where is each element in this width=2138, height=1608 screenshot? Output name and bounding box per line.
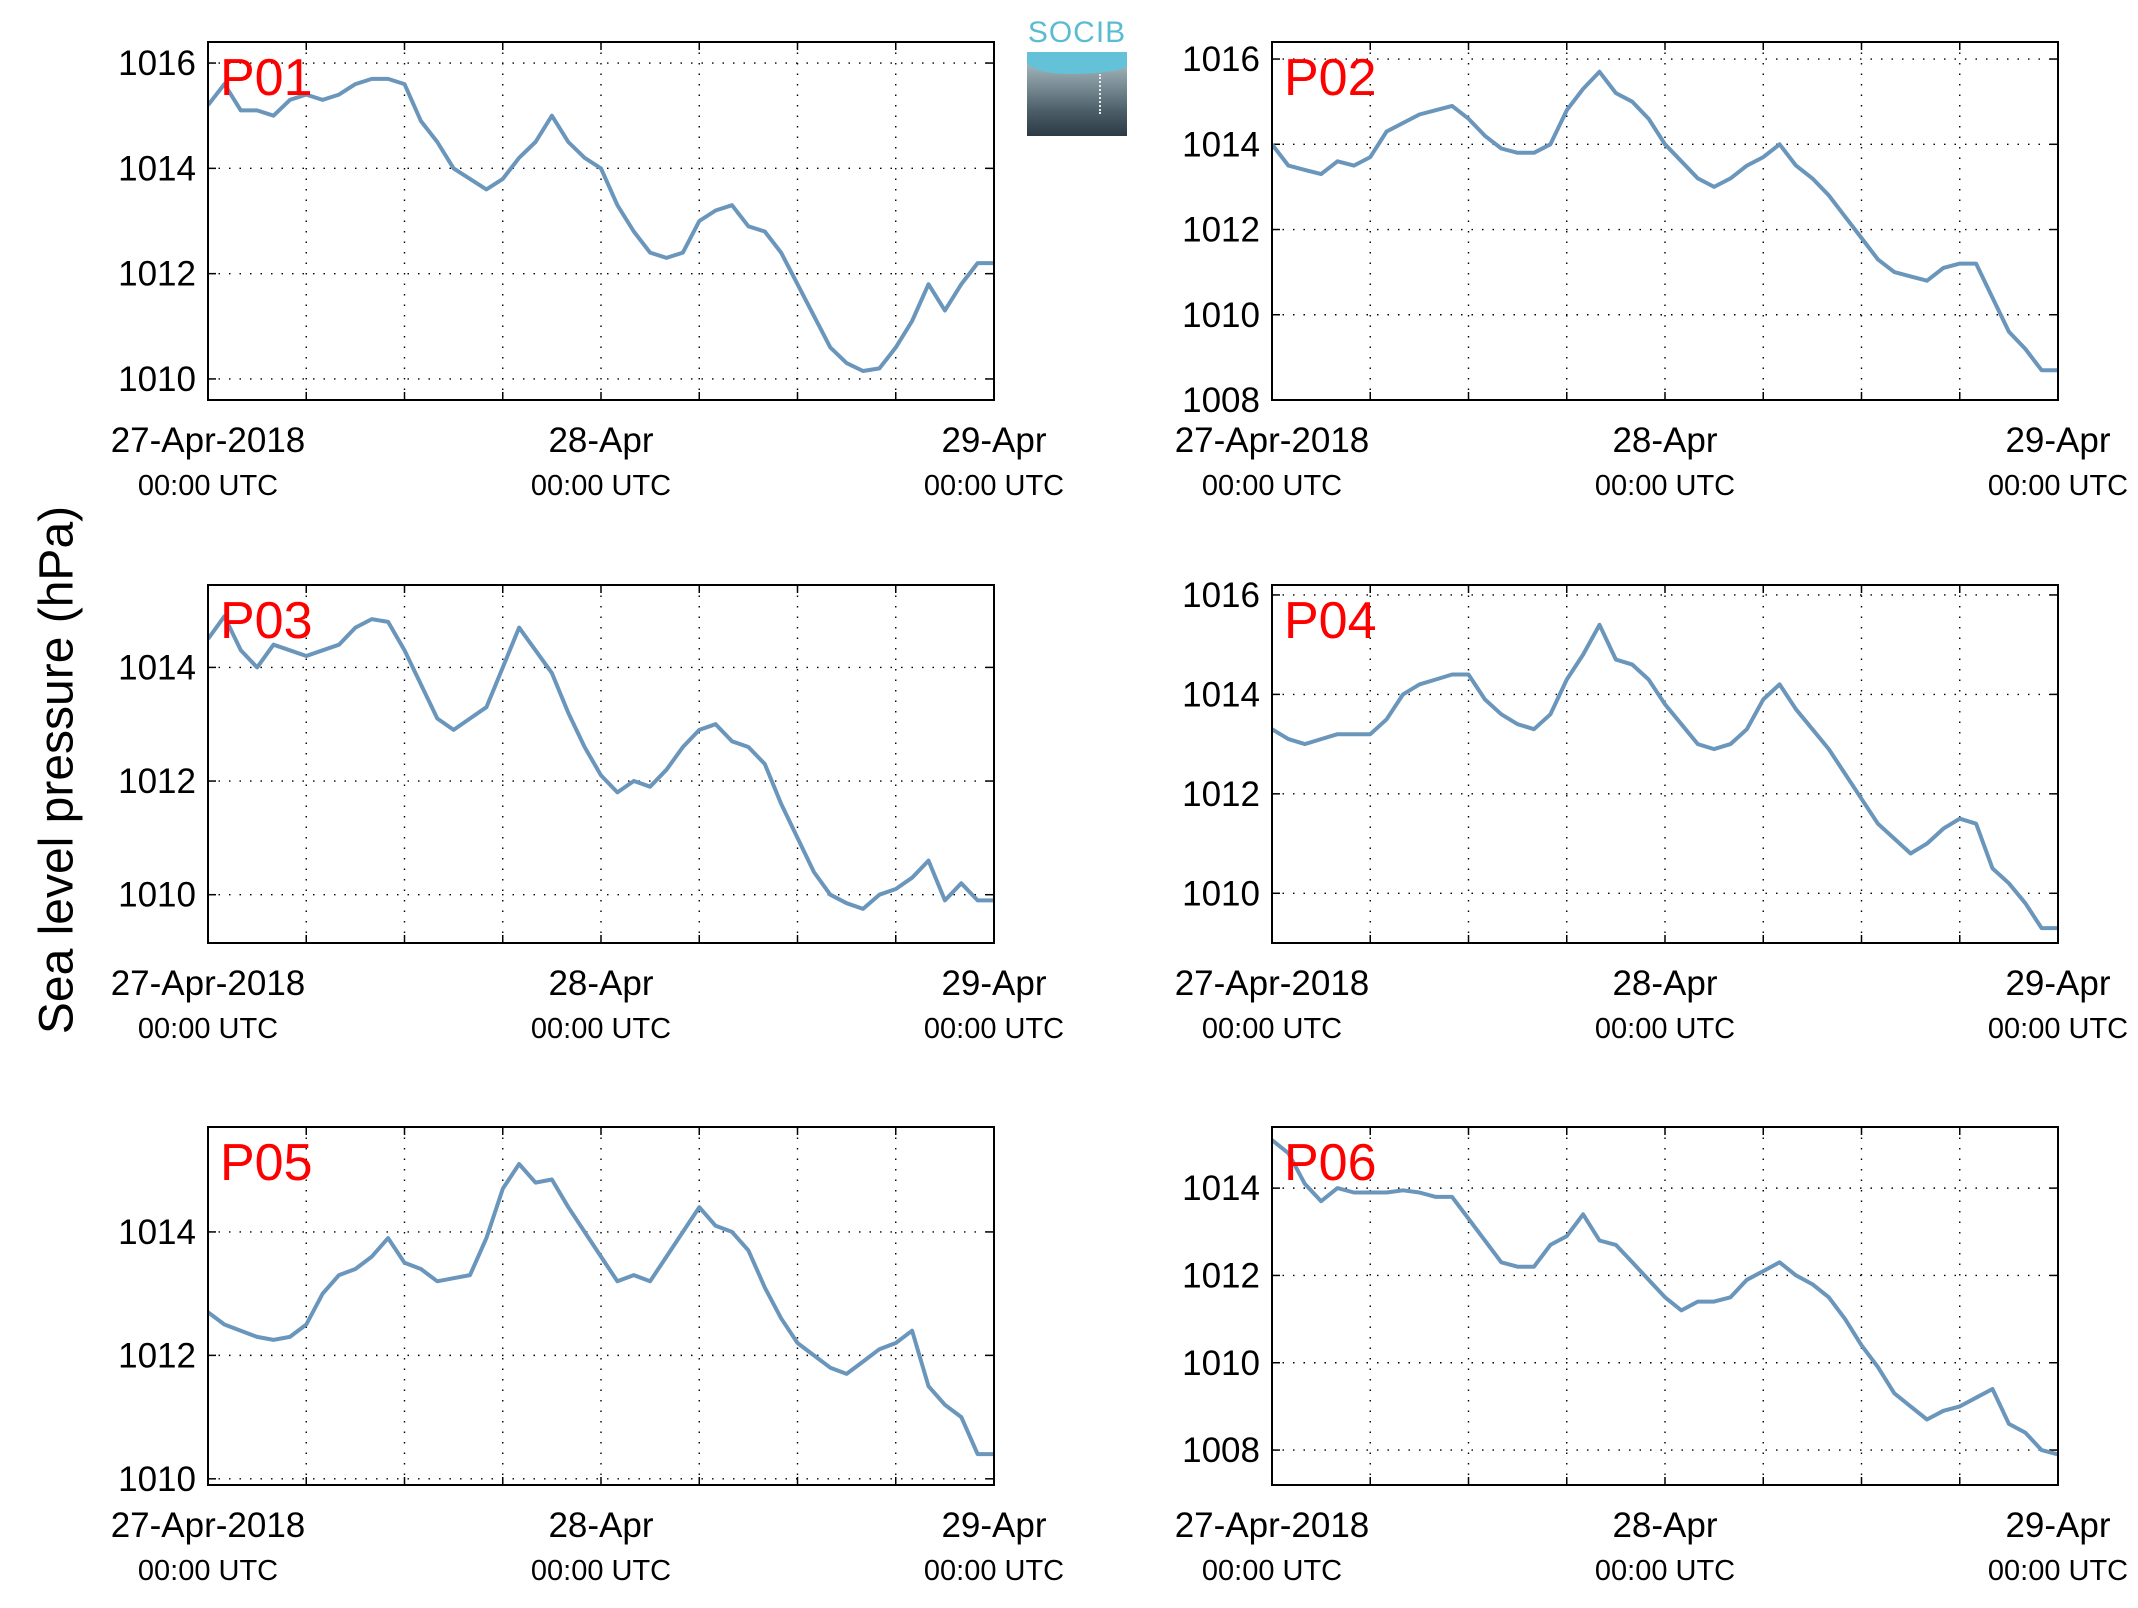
x-tick-sublabel: 00:00 UTC: [1202, 470, 1342, 502]
x-tick-sublabel: 00:00 UTC: [138, 470, 278, 502]
x-tick-sublabel: 00:00 UTC: [1988, 470, 2128, 502]
x-tick-sublabel: 00:00 UTC: [531, 1013, 671, 1045]
x-tick-sublabel: 00:00 UTC: [138, 1555, 278, 1587]
y-tick-label: 1016: [1182, 40, 1260, 79]
x-tick-sublabel: 00:00 UTC: [531, 1555, 671, 1587]
x-tick-sublabel: 00:00 UTC: [1988, 1013, 2128, 1045]
panel-label: P06: [1284, 1134, 1377, 1192]
logo-text: SOCIB: [1027, 16, 1127, 49]
panel-p01: 1010 1012 1014 1016 P01 27-Apr-2018 00:00 UTC 2…: [111, 41, 1064, 502]
x-tick-sublabel: 00:00 UTC: [1595, 470, 1735, 502]
x-tick-label: 29-Apr: [941, 964, 1046, 1003]
axes-frame: [207, 584, 995, 944]
panel-label: P05: [220, 1134, 313, 1192]
series-line-p03: [208, 614, 994, 911]
y-tick-label: 1010: [118, 1460, 196, 1499]
x-tick-label: 27-Apr-2018: [1175, 421, 1370, 460]
y-tick-label: 1012: [118, 255, 196, 294]
x-tick-sublabel: 00:00 UTC: [138, 1013, 278, 1045]
x-tick-label: 27-Apr-2018: [1175, 1506, 1370, 1545]
panel-label: P03: [220, 592, 313, 650]
x-tick-label: 27-Apr-2018: [111, 1506, 306, 1545]
x-tick-sublabel: 00:00 UTC: [924, 470, 1064, 502]
x-tick-label: 28-Apr: [548, 421, 653, 460]
y-tick-label: 1016: [118, 44, 196, 83]
y-tick-label: 1014: [118, 648, 196, 687]
x-tick-label: 28-Apr: [1612, 1506, 1717, 1545]
x-tick-sublabel: 00:00 UTC: [1595, 1013, 1735, 1045]
socib-logo: SOCIB: [1027, 16, 1127, 136]
series-line-p04: [1272, 622, 2058, 931]
x-tick-sublabel: 00:00 UTC: [1595, 1555, 1735, 1587]
y-tick-label: 1010: [1182, 1344, 1260, 1383]
y-tick-label: 1012: [1182, 775, 1260, 814]
x-tick-label: 29-Apr: [2005, 421, 2110, 460]
axes-frame: [1271, 584, 2059, 944]
y-tick-label: 1016: [1182, 576, 1260, 615]
panel-label: P04: [1284, 592, 1377, 650]
axes-frame: [1271, 41, 2059, 401]
y-tick-label: 1014: [1182, 125, 1260, 164]
y-tick-label: 1014: [1182, 675, 1260, 714]
x-tick-sublabel: 00:00 UTC: [1988, 1555, 2128, 1587]
y-tick-label: 1012: [118, 762, 196, 801]
x-tick-sublabel: 00:00 UTC: [1202, 1013, 1342, 1045]
axes-frame: [207, 41, 995, 401]
x-tick-label: 27-Apr-2018: [1175, 964, 1370, 1003]
y-tick-label: 1008: [1182, 1431, 1260, 1470]
series-line-p06: [1272, 1138, 2058, 1457]
x-tick-sublabel: 00:00 UTC: [924, 1013, 1064, 1045]
x-tick-label: 29-Apr: [2005, 1506, 2110, 1545]
x-tick-label: 28-Apr: [1612, 421, 1717, 460]
logo-wave-shape: [1027, 52, 1127, 74]
x-tick-label: 28-Apr: [548, 1506, 653, 1545]
x-tick-sublabel: 00:00 UTC: [1202, 1555, 1342, 1587]
x-tick-label: 28-Apr: [548, 964, 653, 1003]
panel-label: P02: [1284, 49, 1377, 107]
panel-label: P01: [220, 49, 313, 107]
y-tick-label: 1012: [1182, 1256, 1260, 1295]
x-tick-label: 27-Apr-2018: [111, 421, 306, 460]
y-tick-label: 1010: [1182, 296, 1260, 335]
panel-p02: 1008 1010 1012 1014 1016 P02 27-Apr-2018 00:00 …: [1175, 40, 2128, 502]
x-tick-sublabel: 00:00 UTC: [531, 470, 671, 502]
axes-frame: [207, 1126, 995, 1486]
x-tick-label: 29-Apr: [941, 421, 1046, 460]
y-tick-label: 1012: [118, 1336, 196, 1375]
y-tick-label: 1010: [118, 876, 196, 915]
series-line-p05: [208, 1162, 994, 1457]
series-line-p02: [1272, 69, 2058, 373]
x-tick-label: 27-Apr-2018: [111, 964, 306, 1003]
panel-p03: 1010 1012 1014 P03 27-Apr-2018 00:00 UTC 28-Ap…: [111, 584, 1064, 1045]
x-tick-label: 29-Apr: [941, 1506, 1046, 1545]
panel-p06: 1008 1010 1012 1014 P06 27-Apr-2018 00:00 UTC 2…: [1175, 1126, 2128, 1587]
axes-frame: [1271, 1126, 2059, 1486]
y-tick-label: 1014: [1182, 1169, 1260, 1208]
x-tick-label: 28-Apr: [1612, 964, 1717, 1003]
x-tick-sublabel: 00:00 UTC: [924, 1555, 1064, 1587]
panel-p04: 1010 1012 1014 1016 P04 27-Apr-2018 00:00 UTC 2…: [1175, 576, 2128, 1045]
series-line-p01: [208, 76, 994, 373]
y-tick-label: 1014: [118, 149, 196, 188]
logo-dots: [1099, 74, 1101, 114]
y-tick-label: 1010: [118, 360, 196, 399]
y-tick-label: 1012: [1182, 211, 1260, 250]
y-tick-label: 1014: [118, 1213, 196, 1252]
x-tick-label: 29-Apr: [2005, 964, 2110, 1003]
y-tick-label: 1008: [1182, 381, 1260, 420]
panel-p05: 1010 1012 1014 P05 27-Apr-2018 00:00 UTC 28-Ap…: [111, 1126, 1064, 1587]
y-tick-label: 1010: [1182, 874, 1260, 913]
